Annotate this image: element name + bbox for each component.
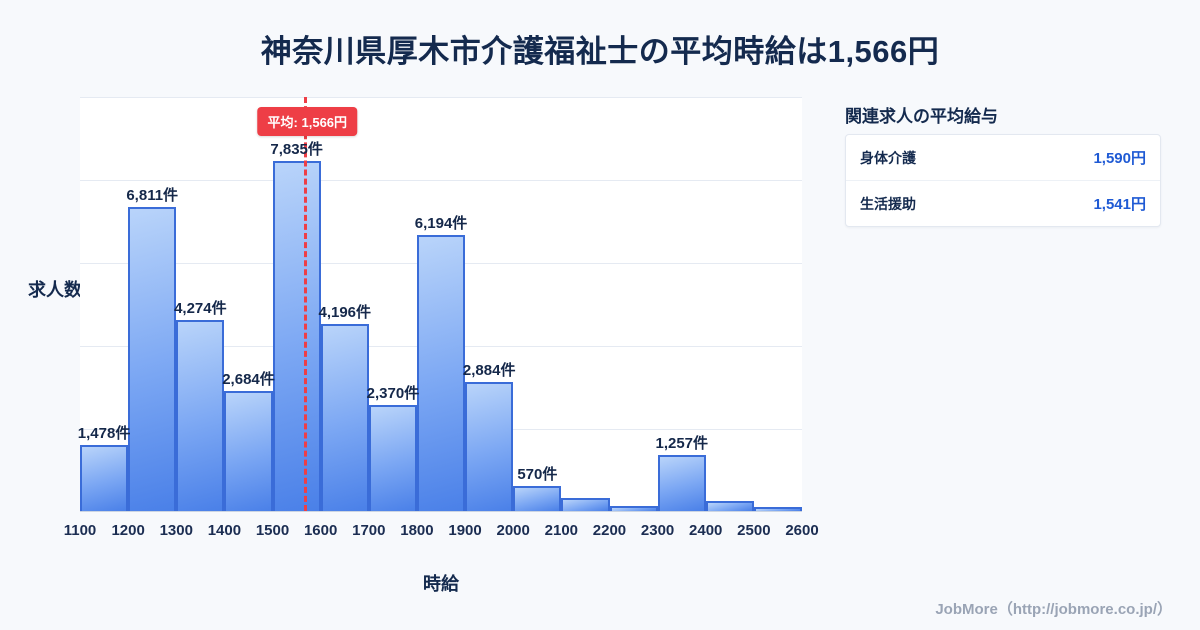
page-title: 神奈川県厚木市介護福祉士の平均時給は1,566円 — [260, 34, 940, 69]
histogram-bar[interactable]: 1,478件 — [78, 425, 130, 511]
bar-value-label: 570件 — [517, 466, 558, 483]
footer-credit: JobMore（http://jobmore.co.jp/） — [935, 601, 1172, 618]
x-tick-label: 2100 — [544, 522, 579, 539]
histogram-bar[interactable] — [753, 507, 803, 511]
bar-value-label: 6,811件 — [126, 187, 179, 204]
x-tick-label: 1400 — [207, 522, 242, 539]
mean-badge: 平均: 1,566円 — [257, 107, 358, 136]
x-tick-label: 2600 — [785, 522, 819, 539]
bar-value-label: 4,196件 — [318, 304, 372, 321]
x-tick-label: 1100 — [63, 522, 97, 539]
histogram-bar[interactable]: 570件 — [513, 466, 562, 511]
salary-row: 身体介護 1,590円 — [846, 135, 1160, 180]
histogram-bar[interactable] — [561, 498, 610, 511]
histogram-bar[interactable]: 2,684件 — [222, 371, 275, 511]
salary-card: 身体介護 1,590円 生活援助 1,541円 — [845, 134, 1161, 227]
histogram-bar[interactable]: 6,811件 — [126, 187, 178, 511]
histogram-bar[interactable]: 2,370件 — [367, 385, 419, 511]
histogram-bar[interactable]: 7,835件 — [270, 141, 323, 511]
histogram-bar[interactable]: 4,196件 — [318, 304, 371, 511]
y-axis-label: 求人数 — [28, 280, 82, 300]
x-tick-label: 1600 — [303, 522, 338, 539]
bar-value-label: 4,274件 — [174, 300, 227, 317]
x-tick-label: 2000 — [496, 522, 530, 539]
histogram-bar[interactable]: 4,274件 — [174, 300, 227, 511]
salary-value: 1,541円 — [1093, 196, 1146, 213]
x-tick-label: 1500 — [255, 522, 290, 539]
x-tick-label: 1900 — [448, 522, 482, 539]
bar-value-label: 7,835件 — [270, 141, 323, 158]
bar-value-label: 1,478件 — [77, 425, 131, 442]
x-tick-label: 2500 — [737, 522, 771, 539]
histogram-bar[interactable]: 6,194件 — [415, 215, 467, 511]
histogram-bar[interactable]: 2,884件 — [463, 362, 515, 511]
x-tick-label: 2300 — [640, 522, 675, 539]
histogram-bar[interactable] — [609, 506, 658, 511]
bar-value-label: 2,370件 — [366, 385, 420, 402]
x-tick-label: 2400 — [689, 522, 723, 539]
x-tick-label: 2200 — [592, 522, 627, 539]
x-tick-label: 1300 — [159, 522, 193, 539]
bar-value-label: 1,257件 — [655, 435, 709, 452]
salary-row: 生活援助 1,541円 — [846, 180, 1160, 226]
mean-line: 平均: 1,566円 — [257, 97, 358, 511]
x-axis-title: 時給 — [423, 574, 459, 594]
histogram-bars: 1,478件 6,811件 4,274件 2,684件 7,835件 4,196件 2,37… — [78, 96, 803, 511]
plot-area: 1,478件 6,811件 4,274件 2,684件 7,835件 4,196件 2,37… — [78, 96, 803, 512]
x-axis-ticks: 1100 1200 1300 1400 1500 1600 1700 1800 1900 2000… — [64, 522, 819, 542]
salary-label: 生活援助 — [860, 195, 916, 212]
salary-value: 1,590円 — [1093, 150, 1146, 167]
x-tick-label: 1700 — [352, 522, 386, 539]
x-tick-label: 1800 — [400, 522, 434, 539]
bar-value-label: 6,194件 — [414, 215, 468, 232]
bar-value-label: 2,884件 — [462, 362, 516, 379]
bar-value-label: 2,684件 — [222, 371, 275, 388]
salary-label: 身体介護 — [860, 149, 916, 166]
x-tick-label: 1200 — [111, 522, 145, 539]
histogram-bar[interactable]: 1,257件 — [655, 435, 708, 511]
side-panel-title: 関連求人の平均給与 — [845, 107, 998, 126]
histogram-bar[interactable] — [705, 501, 754, 511]
